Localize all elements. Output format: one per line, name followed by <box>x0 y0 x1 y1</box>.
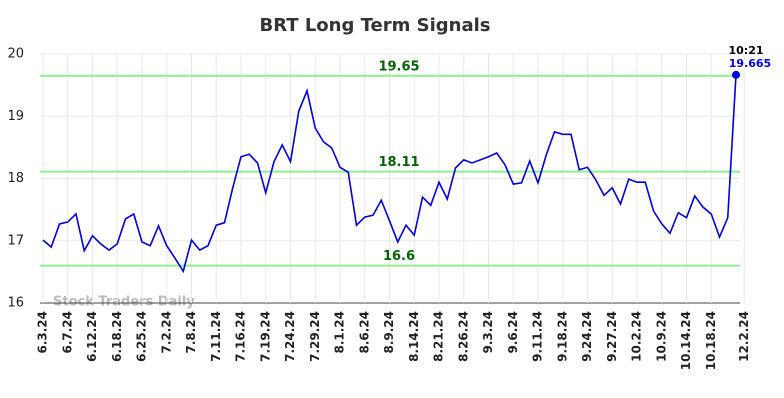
x-tick-label: 8.6.24 <box>357 311 371 354</box>
x-tick-label: 8.14.24 <box>407 311 421 362</box>
y-tick-label: 18 <box>7 171 24 186</box>
price-line <box>42 74 737 274</box>
watermark: Stock Traders Daily <box>53 295 195 310</box>
x-tick-label: 7.11.24 <box>209 311 223 362</box>
x-tick-label: 6.7.24 <box>60 311 74 354</box>
signal-label: 16.6 <box>383 249 415 264</box>
x-tick-label: 7.16.24 <box>234 311 248 362</box>
x-tick-label: 7.8.24 <box>184 311 198 354</box>
y-tick-label: 17 <box>7 233 24 248</box>
x-tick-label: 8.26.24 <box>456 311 470 362</box>
chart-title: BRT Long Term Signals <box>260 15 491 36</box>
last-value: 19.665 <box>729 57 771 70</box>
x-tick-label: 10.9.24 <box>654 311 668 362</box>
x-tick-label: 9.27.24 <box>605 311 619 362</box>
x-tick-label: 8.21.24 <box>432 311 446 362</box>
x-tick-label: 9.18.24 <box>555 311 569 362</box>
x-tick-label: 8.9.24 <box>382 311 396 354</box>
y-tick-label: 20 <box>7 47 24 62</box>
x-tick-label: 10.2.24 <box>630 311 644 362</box>
x-tick-label: 12.2.24 <box>737 311 751 362</box>
x-tick-label: 10.14.24 <box>679 311 693 370</box>
x-tick-label: 9.24.24 <box>580 311 594 362</box>
x-tick-label: 7.24.24 <box>283 311 297 362</box>
x-tick-label: 10.18.24 <box>704 311 718 370</box>
x-tick-label: 9.11.24 <box>531 311 545 362</box>
y-tick-label: 16 <box>7 296 24 311</box>
x-tick-label: 7.29.24 <box>308 311 322 362</box>
y-tick-label: 19 <box>7 109 24 124</box>
x-tick-label: 8.1.24 <box>333 311 347 354</box>
signal-label: 19.65 <box>378 59 419 74</box>
x-tick-label: 6.12.24 <box>85 311 99 362</box>
last-time: 10:21 <box>728 44 763 57</box>
x-tick-label: 9.6.24 <box>506 311 520 354</box>
x-tick-label: 9.3.24 <box>481 311 495 354</box>
signal-label: 18.11 <box>378 155 419 170</box>
x-tick-label: 6.25.24 <box>135 311 149 362</box>
last-point <box>732 70 740 79</box>
x-tick-label: 6.3.24 <box>36 311 50 354</box>
x-tick-label: 7.2.24 <box>159 311 173 354</box>
x-tick-label: 7.19.24 <box>258 311 272 362</box>
x-tick-label: 6.18.24 <box>110 311 124 362</box>
